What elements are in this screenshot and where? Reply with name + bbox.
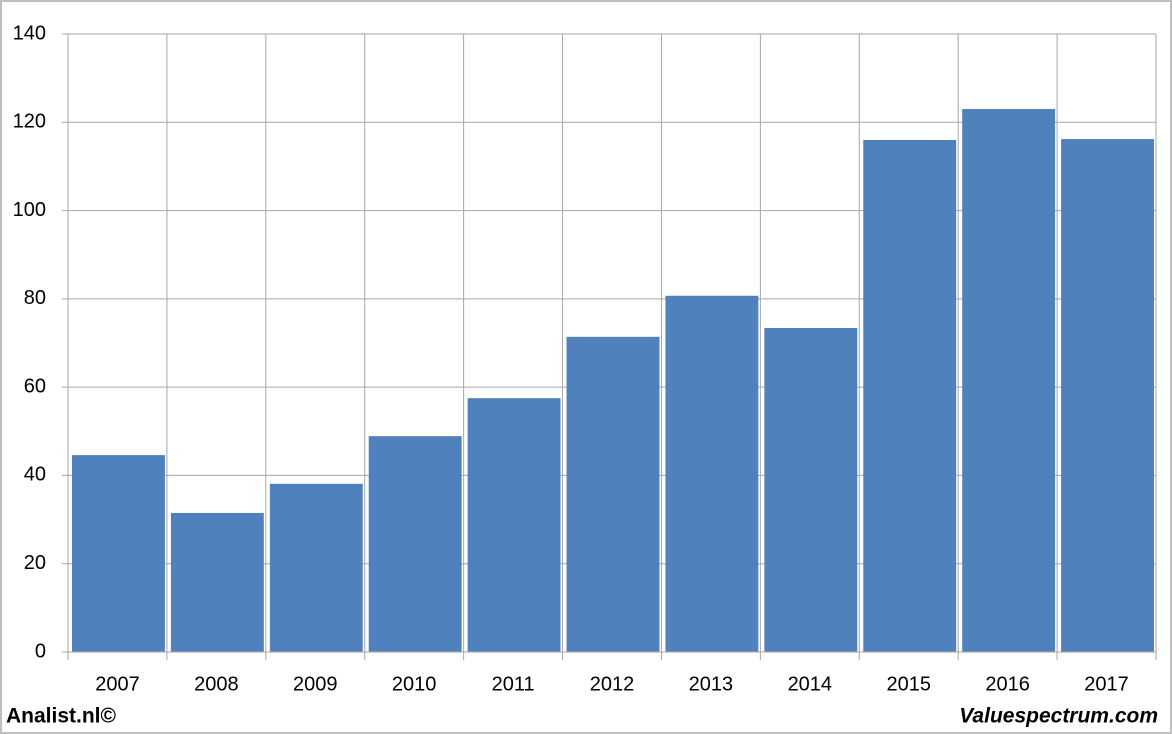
x-tick-label: 2009 [293,673,338,695]
y-tick-label: 60 [24,375,46,397]
y-tick-label: 140 [13,22,46,44]
x-tick-label: 2015 [886,673,931,695]
x-tick-label: 2010 [392,673,437,695]
bar [1061,139,1154,652]
y-tick-label: 40 [24,464,46,486]
x-tick-label: 2012 [590,673,635,695]
bar [170,512,264,652]
y-tick-label: 120 [13,111,46,133]
y-tick-label: 80 [24,287,46,309]
footer-left: Analist.nl© [6,705,117,728]
bar [962,109,1056,653]
bar [72,455,165,652]
footer-right: Valuespectrum.com [959,705,1158,728]
bar [665,295,759,652]
y-tick-label: 0 [35,640,46,662]
bar [764,327,858,652]
plot-area: 0 20 40 60 80 100 120 140 2007 2008 2009 2010 2011 20… [13,22,1157,695]
x-tick-label: 2013 [689,673,734,695]
bar [863,139,957,652]
x-tick-label: 2008 [194,673,239,695]
x-tick-label: 2014 [788,673,833,695]
bar [269,483,363,652]
x-tick-label: 2011 [492,673,535,695]
x-tick-label: 2017 [1084,673,1129,695]
y-tick-label: 100 [13,199,46,221]
bar [467,398,561,652]
x-tick-label: 2016 [985,673,1030,695]
x-tick-label: 2007 [95,673,140,695]
bar [368,436,462,652]
bar [566,336,660,652]
y-tick-label: 20 [24,552,46,574]
